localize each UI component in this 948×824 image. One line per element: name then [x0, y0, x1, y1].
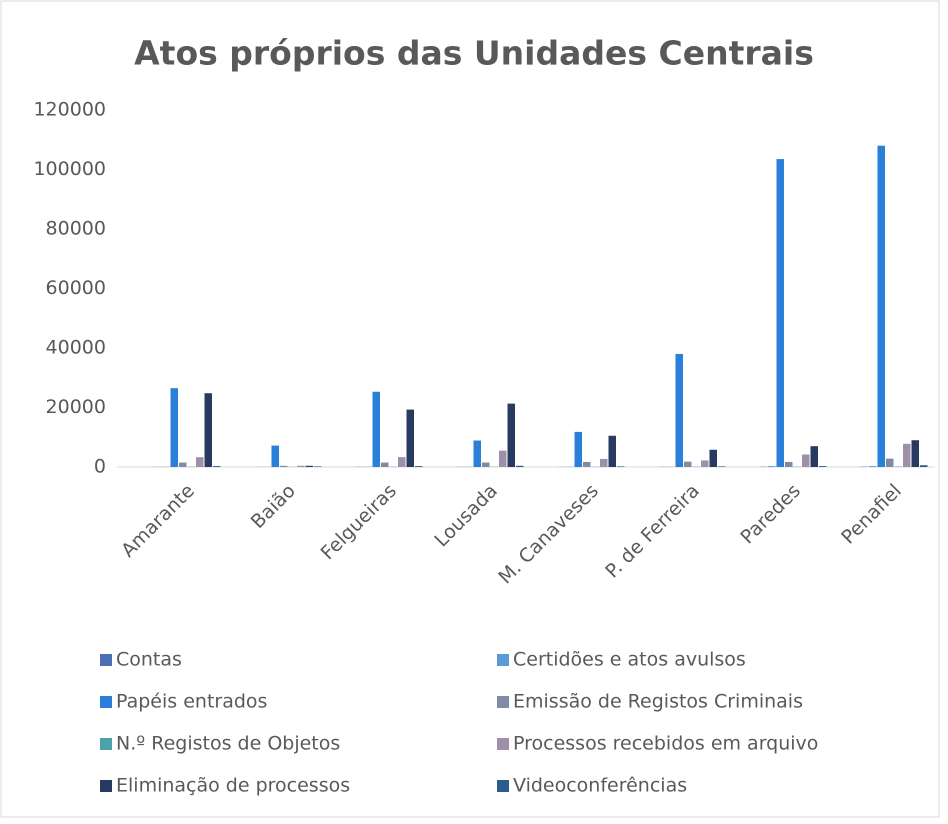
- bar: [718, 466, 726, 467]
- legend-label: Emissão de Registos Criminais: [513, 691, 803, 713]
- legend-swatch: [497, 654, 509, 666]
- legend-label: Papéis entrados: [116, 691, 267, 713]
- bar: [575, 432, 583, 467]
- bar: [920, 465, 928, 467]
- y-tick-label: 80000: [46, 218, 106, 240]
- legend-swatch: [100, 780, 112, 792]
- legend-label: Eliminação de processos: [116, 775, 350, 797]
- bar: [280, 466, 288, 467]
- bar: [205, 393, 213, 467]
- bar: [768, 466, 776, 467]
- y-tick-label: 100000: [33, 158, 106, 180]
- bar: [474, 441, 482, 467]
- bar: [819, 466, 827, 467]
- legend-label: Processos recebidos em arquivo: [513, 733, 818, 755]
- bar: [171, 388, 179, 467]
- bar: [869, 466, 877, 467]
- bar: [676, 354, 684, 467]
- bar: [903, 444, 911, 467]
- bar: [196, 457, 204, 467]
- bar: [508, 404, 516, 467]
- bar: [516, 466, 524, 467]
- y-tick-label: 20000: [46, 396, 106, 418]
- bar: [499, 451, 507, 467]
- bar: [878, 146, 886, 467]
- bar: [912, 440, 920, 467]
- bar: [600, 459, 608, 467]
- legend-swatch: [497, 696, 509, 708]
- bar: [213, 466, 221, 467]
- bar: [785, 462, 793, 467]
- legend-label: Certidões e atos avulsos: [513, 649, 746, 671]
- legend-swatch: [100, 654, 112, 666]
- legend-label: Contas: [116, 649, 182, 671]
- y-tick-label: 120000: [33, 99, 106, 121]
- bar: [701, 460, 709, 467]
- legend-label: Videoconferências: [513, 775, 687, 797]
- bar: [297, 466, 305, 467]
- bar: [314, 466, 322, 467]
- bar: [398, 457, 406, 467]
- bar: [407, 410, 415, 467]
- legend-swatch: [497, 738, 509, 750]
- bar: [710, 450, 718, 467]
- bar: [684, 462, 692, 467]
- legend-swatch: [100, 738, 112, 750]
- bar: [415, 466, 423, 467]
- bar: [886, 459, 894, 467]
- bar: [811, 446, 819, 467]
- chart-title: Atos próprios das Unidades Centrais: [134, 34, 814, 73]
- bar: [802, 455, 810, 467]
- bar: [609, 436, 617, 467]
- bar: [381, 463, 389, 467]
- bar: [617, 466, 625, 467]
- bar: [373, 392, 381, 467]
- y-tick-label: 60000: [46, 277, 106, 299]
- legend-label: N.º Registos de Objetos: [116, 733, 340, 755]
- legend-swatch: [100, 696, 112, 708]
- bar: [583, 462, 591, 467]
- bar: [306, 466, 314, 467]
- bar: [272, 446, 280, 467]
- y-tick-label: 0: [94, 456, 106, 478]
- y-tick-label: 40000: [46, 337, 106, 359]
- bar: [777, 159, 785, 467]
- bar: [179, 463, 187, 467]
- bar: [482, 463, 490, 467]
- legend-swatch: [497, 780, 509, 792]
